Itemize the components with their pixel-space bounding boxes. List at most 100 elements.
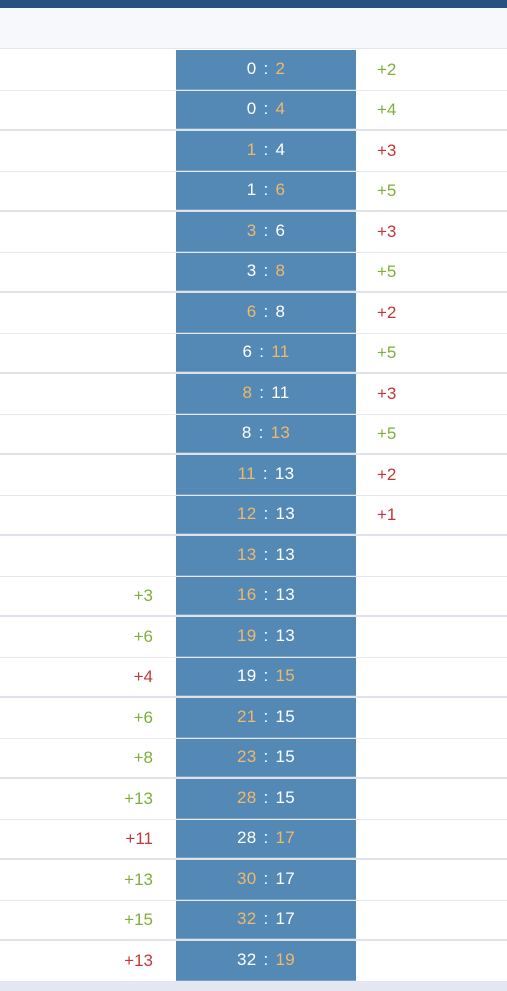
home-lead-value (0, 172, 153, 211)
score-row: +13 30:17 (0, 860, 507, 901)
running-score: 11:13 (176, 455, 356, 495)
running-score: 0:4 (176, 90, 356, 129)
home-score: 13 (236, 545, 257, 565)
score-separator: : (259, 383, 265, 403)
score-separator: : (263, 545, 269, 565)
away-lead-value: +3 (377, 383, 397, 403)
score-row: 0:4 +4 (0, 90, 507, 131)
score-row: 6:8 +2 (0, 293, 507, 334)
table-header-strip (0, 8, 507, 49)
home-score: 19 (236, 626, 257, 646)
running-score: 6:8 (176, 293, 356, 333)
away-lead-value: +5 (377, 261, 397, 281)
home-score: 28 (236, 828, 257, 848)
away-score: 6 (275, 221, 286, 241)
play-by-play-list: 0:2 +2 0:4 +4 1:4 +3 1:6 +5 3:6 +3 3:8 +5 6:8 +2 6:11 +… (0, 50, 507, 982)
score-row: +11 28:17 (0, 819, 507, 860)
score-row: +15 32:17 (0, 900, 507, 941)
home-score: 30 (236, 869, 257, 889)
home-lead-value: +6 (133, 707, 153, 727)
score-separator: : (259, 342, 265, 362)
away-lead-value (377, 577, 477, 616)
home-lead-value (0, 50, 153, 90)
home-score: 8 (241, 423, 252, 443)
score-separator: : (263, 585, 269, 605)
home-lead-value: +15 (124, 909, 153, 929)
score-row: 12:13 +1 (0, 495, 507, 536)
score-separator: : (263, 626, 269, 646)
away-lead-value (377, 739, 477, 778)
home-score: 19 (236, 666, 257, 686)
away-score: 17 (275, 909, 296, 929)
running-score: 32:17 (176, 900, 356, 939)
running-score: 28:15 (176, 779, 356, 819)
score-separator: : (263, 747, 269, 767)
home-lead-value: +6 (133, 626, 153, 646)
score-separator: : (263, 261, 269, 281)
score-separator: : (263, 666, 269, 686)
score-row: +6 19:13 (0, 617, 507, 658)
away-lead-value (377, 901, 477, 940)
home-score: 16 (236, 585, 257, 605)
score-separator: : (263, 59, 269, 79)
away-lead-value (377, 698, 477, 738)
home-lead-value (0, 415, 153, 454)
home-lead-value (0, 374, 153, 414)
away-score: 13 (274, 464, 295, 484)
running-score: 28:17 (176, 819, 356, 858)
away-score: 11 (271, 342, 290, 362)
home-lead-value: +13 (124, 869, 153, 889)
score-row: 6:11 +5 (0, 333, 507, 374)
home-lead-value (0, 212, 153, 252)
running-score: 1:6 (176, 171, 356, 210)
away-lead-value: +2 (377, 302, 397, 322)
score-row: +6 21:15 (0, 698, 507, 739)
home-lead-value: +8 (133, 747, 153, 767)
home-score: 3 (246, 221, 257, 241)
home-score: 3 (246, 261, 257, 281)
score-row: 8:11 +3 (0, 374, 507, 415)
score-separator: : (263, 99, 269, 119)
away-lead-value (377, 779, 477, 819)
score-row: +13 28:15 (0, 779, 507, 820)
away-lead-value (377, 860, 477, 900)
away-lead-value: +5 (377, 342, 397, 362)
away-lead-value: +2 (377, 464, 397, 484)
score-row: 3:8 +5 (0, 252, 507, 293)
home-score: 6 (246, 302, 257, 322)
running-score: 0:2 (176, 50, 356, 90)
away-score: 13 (275, 545, 296, 565)
score-separator: : (263, 140, 269, 160)
home-lead-value (0, 91, 153, 130)
score-row: +3 16:13 (0, 576, 507, 617)
home-lead-value: +13 (124, 788, 153, 808)
away-lead-value: +3 (377, 140, 397, 160)
home-lead-value (0, 131, 153, 171)
home-lead-value (0, 455, 153, 495)
table-footer-strip (0, 981, 507, 991)
home-lead-value: +11 (125, 828, 153, 848)
away-lead-value: +5 (377, 423, 397, 443)
away-score: 13 (270, 423, 291, 443)
home-lead-value (0, 293, 153, 333)
running-score: 8:11 (176, 374, 356, 414)
score-row: 1:6 +5 (0, 171, 507, 212)
score-separator: : (263, 302, 269, 322)
away-lead-value: +5 (377, 180, 397, 200)
home-lead-value (0, 496, 153, 535)
away-score: 4 (275, 140, 286, 160)
score-separator: : (263, 504, 269, 524)
away-lead-value (377, 617, 477, 657)
score-separator: : (258, 423, 264, 443)
away-score: 17 (275, 828, 296, 848)
away-lead-value: +3 (377, 221, 397, 241)
score-separator: : (263, 788, 269, 808)
running-score: 3:6 (176, 212, 356, 252)
away-lead-value (377, 658, 477, 697)
away-score: 19 (275, 950, 296, 970)
home-lead-value: +13 (124, 950, 153, 970)
away-score: 13 (275, 504, 296, 524)
score-separator: : (263, 180, 269, 200)
home-score: 8 (242, 383, 253, 403)
running-score: 32:19 (176, 941, 356, 981)
